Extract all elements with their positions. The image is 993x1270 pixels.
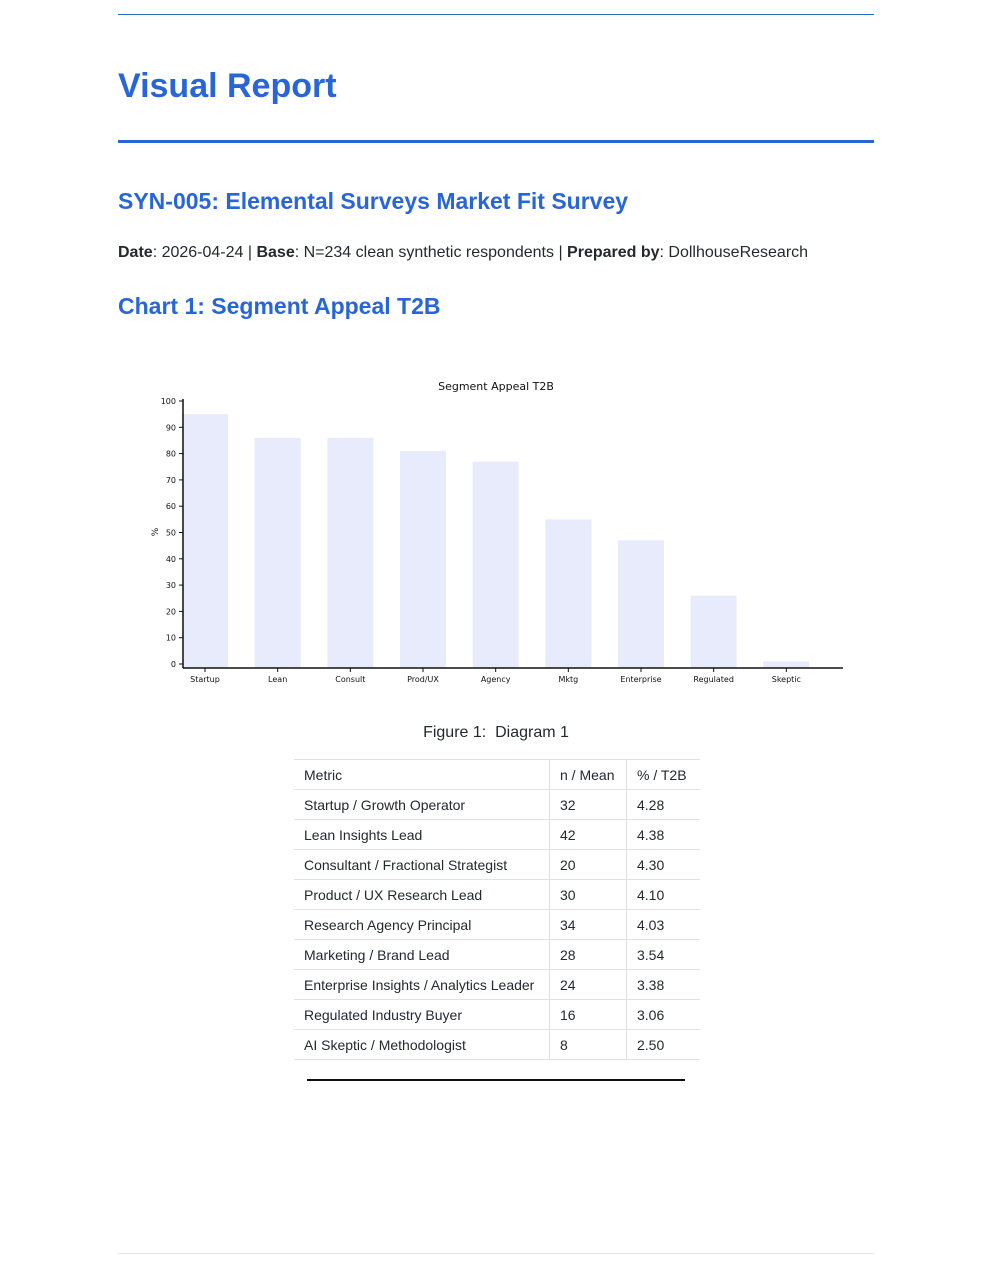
table-header-row: Metric n / Mean % / T2B bbox=[294, 759, 700, 790]
prepared-by-label: Prepared by bbox=[567, 244, 660, 261]
cell-n-mean: 34 bbox=[549, 909, 627, 940]
bar-regulated bbox=[690, 595, 737, 668]
bar-prod-ux bbox=[400, 450, 446, 668]
bar-agency bbox=[472, 461, 519, 668]
table-body: Startup / Growth Operator 32 4.28 Lean Insi… bbox=[294, 789, 700, 1060]
report-meta: Date: 2026-04-24 | Base: N=234 clean syn… bbox=[118, 243, 808, 263]
table-row: Marketing / Brand Lead 28 3.54 bbox=[294, 939, 700, 970]
y-tick-label: 60 bbox=[166, 502, 176, 511]
bar-enterprise bbox=[618, 540, 664, 668]
segment-appeal-chart: Segment Appeal T2B 0 10 20 30 40 50 60 70 80 90 10… bbox=[142, 370, 872, 692]
bar-mktg bbox=[545, 519, 592, 668]
x-tick-label: Lean bbox=[268, 675, 287, 684]
chart-title: Segment Appeal T2B bbox=[438, 380, 554, 393]
cell-pct-t2b: 4.30 bbox=[626, 849, 700, 880]
header-n-mean: n / Mean bbox=[549, 759, 627, 790]
prepared-by-value: : DollhouseResearch bbox=[659, 244, 809, 261]
cell-metric: Regulated Industry Buyer bbox=[294, 999, 550, 1030]
table-row: Enterprise Insights / Analytics Leader 24… bbox=[294, 969, 700, 1000]
y-tick-label: 100 bbox=[161, 397, 176, 406]
y-tick-label: 70 bbox=[166, 476, 176, 485]
survey-title: SYN-005: Elemental Surveys Market Fit Su… bbox=[118, 188, 629, 214]
table-row: Research Agency Principal 34 4.03 bbox=[294, 909, 700, 940]
x-tick-label: Regulated bbox=[693, 675, 734, 684]
table-row: Product / UX Research Lead 30 4.10 bbox=[294, 879, 700, 910]
cell-pct-t2b: 4.10 bbox=[626, 879, 700, 910]
table-row: Lean Insights Lead 42 4.38 bbox=[294, 819, 700, 850]
cell-pct-t2b: 3.06 bbox=[626, 999, 700, 1030]
cell-pct-t2b: 4.03 bbox=[626, 909, 700, 940]
cell-n-mean: 24 bbox=[549, 969, 627, 1000]
cell-metric: Startup / Growth Operator bbox=[294, 789, 550, 820]
cell-pct-t2b: 3.38 bbox=[626, 969, 700, 1000]
x-tick-label: Consult bbox=[335, 675, 365, 684]
y-tick-label: 30 bbox=[166, 581, 176, 590]
y-tick-label: 20 bbox=[166, 607, 176, 616]
x-tick-label: Prod/UX bbox=[407, 675, 439, 684]
x-tick-label: Enterprise bbox=[620, 675, 661, 684]
y-tick-label: 40 bbox=[166, 555, 176, 564]
cell-metric: Consultant / Fractional Strategist bbox=[294, 849, 550, 880]
x-tick-label: Agency bbox=[481, 675, 511, 684]
bottom-divider bbox=[118, 1253, 874, 1254]
y-axis-label: % bbox=[151, 527, 161, 536]
cell-pct-t2b: 2.50 bbox=[626, 1029, 700, 1060]
bar-chart-svg: Segment Appeal T2B 0 10 20 30 40 50 60 70 80 90 10… bbox=[151, 380, 843, 684]
cell-n-mean: 16 bbox=[549, 999, 627, 1030]
cell-pct-t2b: 4.28 bbox=[626, 789, 700, 820]
header-metric: Metric bbox=[294, 759, 550, 790]
y-tick-label: 0 bbox=[171, 660, 176, 669]
figure-caption: Figure 1: Diagram 1 bbox=[423, 724, 569, 741]
bar-startup bbox=[182, 414, 228, 668]
cell-n-mean: 32 bbox=[549, 789, 627, 820]
bar-lean bbox=[254, 437, 301, 668]
date-value: : 2026-04-24 | bbox=[152, 244, 257, 261]
cell-n-mean: 20 bbox=[549, 849, 627, 880]
segment-table: Metric n / Mean % / T2B Startup / Growth… bbox=[294, 759, 700, 1060]
cell-metric: Lean Insights Lead bbox=[294, 819, 550, 850]
header-pct-t2b: % / T2B bbox=[626, 759, 700, 790]
x-tick-label: Mktg bbox=[558, 675, 578, 684]
x-axis: Startup Lean Consult Prod/UX Agency Mktg Enter… bbox=[183, 667, 843, 684]
table-end-divider bbox=[307, 1079, 685, 1081]
report-page: Visual Report SYN-005: Elemental Surveys… bbox=[118, 0, 874, 1270]
base-label: Base bbox=[256, 244, 295, 261]
bars-group bbox=[182, 414, 810, 668]
bar-skeptic bbox=[763, 661, 810, 668]
y-tick-label: 80 bbox=[166, 450, 176, 459]
table-row: Consultant / Fractional Strategist 20 4.30 bbox=[294, 849, 700, 880]
title-divider bbox=[118, 140, 874, 143]
table-row: AI Skeptic / Methodologist 8 2.50 bbox=[294, 1029, 700, 1060]
bar-consult bbox=[327, 437, 374, 668]
date-label: Date bbox=[118, 244, 153, 261]
y-tick-label: 50 bbox=[166, 529, 176, 538]
cell-n-mean: 30 bbox=[549, 879, 627, 910]
x-tick-label: Startup bbox=[190, 675, 220, 684]
cell-pct-t2b: 3.54 bbox=[626, 939, 700, 970]
chart-heading: Chart 1: Segment Appeal T2B bbox=[118, 293, 441, 319]
y-axis: 0 10 20 30 40 50 60 70 80 90 100 bbox=[161, 397, 184, 669]
cell-metric: Marketing / Brand Lead bbox=[294, 939, 550, 970]
cell-metric: Research Agency Principal bbox=[294, 909, 550, 940]
cell-metric: AI Skeptic / Methodologist bbox=[294, 1029, 550, 1060]
base-value: : N=234 clean synthetic respondents | bbox=[294, 244, 568, 261]
cell-n-mean: 28 bbox=[549, 939, 627, 970]
table-row: Startup / Growth Operator 32 4.28 bbox=[294, 789, 700, 820]
y-tick-label: 10 bbox=[166, 634, 176, 643]
x-tick-label: Skeptic bbox=[772, 675, 801, 684]
y-tick-label: 90 bbox=[166, 423, 176, 432]
table-row: Regulated Industry Buyer 16 3.06 bbox=[294, 999, 700, 1030]
cell-metric: Product / UX Research Lead bbox=[294, 879, 550, 910]
cell-n-mean: 42 bbox=[549, 819, 627, 850]
top-divider bbox=[118, 14, 874, 15]
report-title: Visual Report bbox=[118, 67, 337, 105]
cell-metric: Enterprise Insights / Analytics Leader bbox=[294, 969, 550, 1000]
cell-pct-t2b: 4.38 bbox=[626, 819, 700, 850]
cell-n-mean: 8 bbox=[549, 1029, 627, 1060]
